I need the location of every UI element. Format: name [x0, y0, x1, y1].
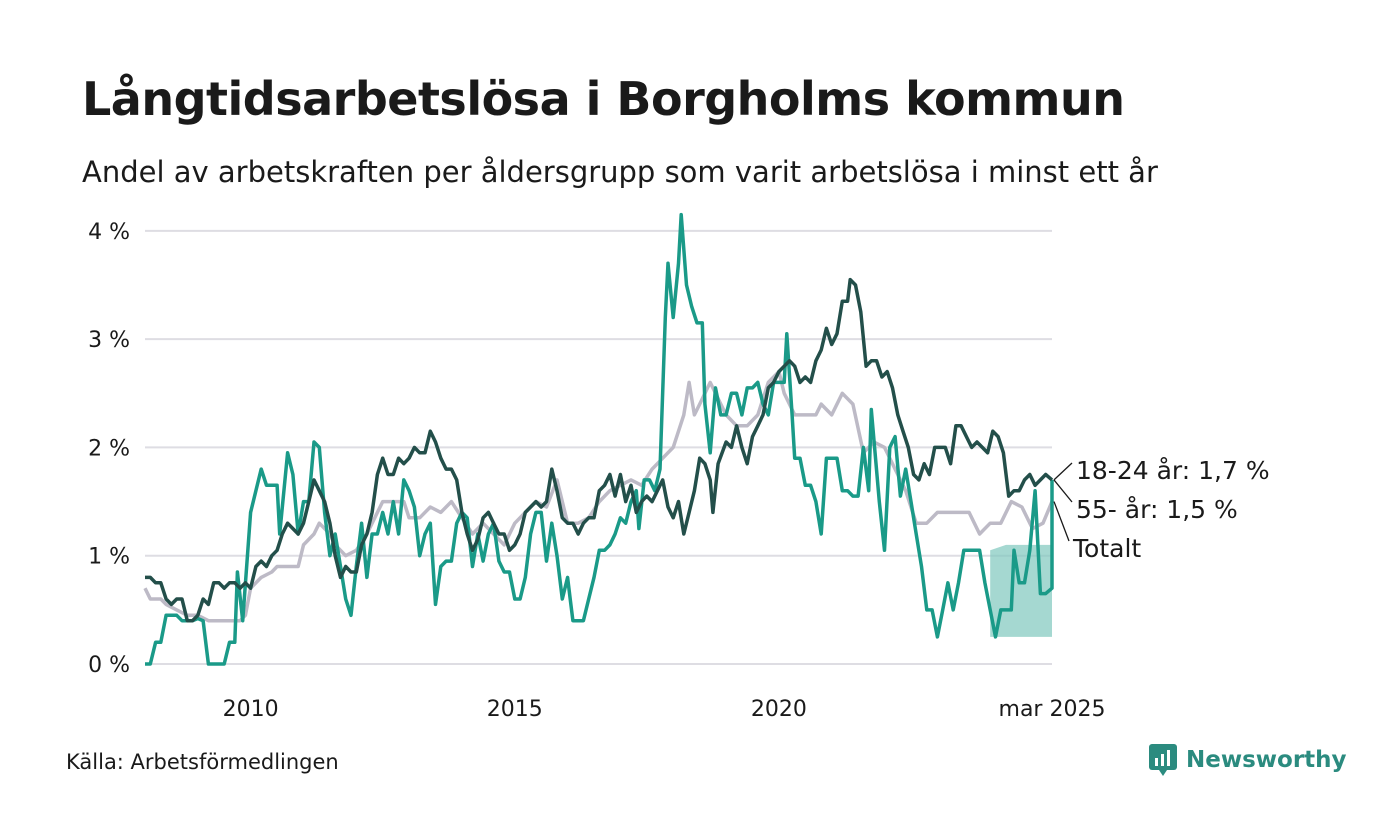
- y-axis: 0 % 1 % 2 % 3 % 4 %: [88, 220, 130, 678]
- y-tick-label: 2 %: [88, 436, 130, 461]
- uncertainty-band: [990, 544, 1052, 637]
- x-tick-label: 2010: [223, 697, 279, 722]
- y-tick-label: 0 %: [88, 653, 130, 678]
- x-tick-label: 2020: [751, 697, 807, 722]
- end-label-55: 55- år: 1,5 %: [1076, 495, 1238, 524]
- grid-lines: [145, 229, 1052, 665]
- brand-name: Newsworthy: [1186, 747, 1347, 773]
- series-lines: [143, 212, 1054, 666]
- x-tick-label: mar 2025: [999, 697, 1106, 722]
- brand[interactable]: Newsworthy: [1148, 743, 1347, 777]
- x-axis: 2010 2015 2020 mar 2025: [223, 697, 1106, 722]
- chart-subtitle: Andel av arbetskraften per åldersgrupp s…: [82, 155, 1158, 189]
- end-label-total: Totalt: [1072, 534, 1141, 563]
- y-tick-label: 3 %: [88, 328, 130, 353]
- y-tick-label: 1 %: [88, 545, 130, 570]
- y-tick-label: 4 %: [88, 220, 130, 245]
- newsworthy-logo-icon: [1149, 744, 1177, 776]
- source-note: Källa: Arbetsförmedlingen: [66, 750, 339, 774]
- x-tick-label: 2015: [487, 697, 543, 722]
- end-label-leader: [1053, 501, 1070, 542]
- series-line-18-24: [145, 212, 1054, 666]
- uncertainty-band-area: [990, 544, 1052, 637]
- chart-title: Långtidsarbetslösa i Borgholms kommun: [82, 72, 1125, 126]
- end-label-leader: [1053, 462, 1073, 481]
- line-chart: 0 % 1 % 2 % 3 % 4 % 2010 2015 2020 mar 2025 18-…: [88, 212, 1270, 722]
- series-line-55: [145, 277, 1054, 623]
- end-label-leader: [1053, 479, 1073, 503]
- end-labels: 18-24 år: 1,7 % 55- år: 1,5 % Totalt: [1053, 456, 1270, 563]
- end-label-18-24: 18-24 år: 1,7 %: [1076, 456, 1270, 485]
